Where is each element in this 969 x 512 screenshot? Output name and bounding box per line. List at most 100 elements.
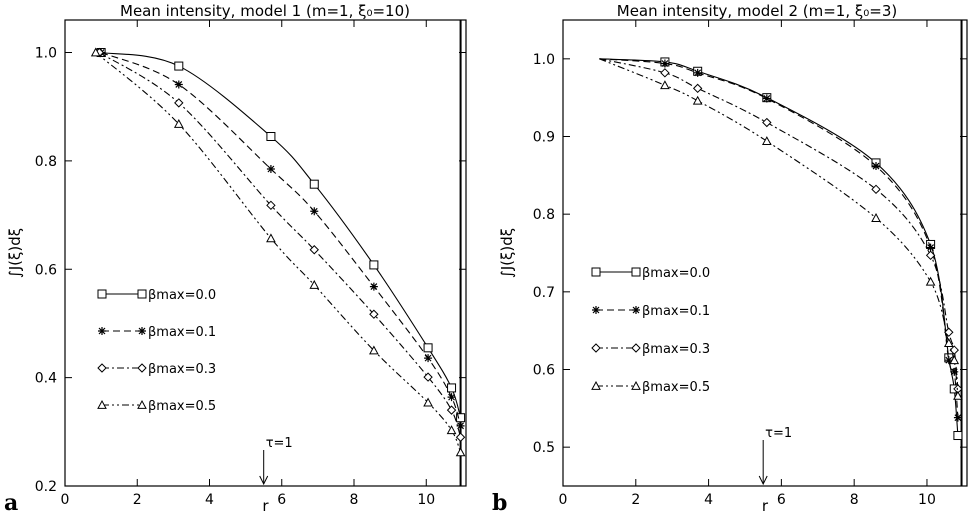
series-2 bbox=[599, 58, 963, 394]
data-point bbox=[660, 68, 670, 78]
x-axis-label: r bbox=[262, 497, 269, 512]
legend-label: βmax=0.0 bbox=[642, 266, 710, 281]
panel-label: a bbox=[4, 490, 18, 512]
data-point bbox=[309, 245, 319, 255]
x-tick-label: 8 bbox=[350, 492, 359, 508]
plot-frame bbox=[562, 19, 968, 487]
x-tick-label: 2 bbox=[631, 492, 640, 508]
series-line bbox=[599, 58, 959, 389]
x-tick-label: 10 bbox=[918, 492, 936, 508]
legend-marker-start bbox=[97, 363, 107, 373]
x-tick-label: 4 bbox=[704, 492, 713, 508]
plot-frame bbox=[64, 19, 467, 487]
x-tick-label: 0 bbox=[559, 492, 568, 508]
legend-marker-start bbox=[591, 267, 601, 277]
data-point bbox=[456, 413, 466, 423]
data-point bbox=[174, 98, 184, 108]
legend-entry-3: βmax=0.5 bbox=[97, 399, 216, 414]
chart-panel-a: Mean intensity, model 1 (m=1, ξ₀=10) 0 2 4 6… bbox=[4, 2, 467, 512]
data-point bbox=[944, 356, 953, 365]
y-tick-label: 0.2 bbox=[35, 479, 57, 495]
data-point bbox=[309, 279, 320, 289]
legend-entry-2: βmax=0.3 bbox=[97, 362, 216, 377]
data-point bbox=[369, 309, 379, 319]
legend-marker-end bbox=[137, 289, 147, 299]
data-point bbox=[949, 355, 960, 365]
legend-entry-3: βmax=0.5 bbox=[591, 380, 710, 395]
legend-label: βmax=0.5 bbox=[148, 399, 216, 414]
legend-entry-1: βmax=0.1 bbox=[98, 325, 216, 340]
x-tick-label: 4 bbox=[205, 492, 214, 508]
legend-entry-1: βmax=0.1 bbox=[592, 304, 710, 319]
y-axis-label: ∫J(ξ)dξ bbox=[498, 228, 516, 278]
data-point bbox=[660, 59, 669, 68]
y-tick-label: 0.4 bbox=[35, 371, 57, 387]
data-point bbox=[423, 372, 433, 382]
data-point bbox=[446, 425, 457, 435]
data-point bbox=[660, 80, 670, 90]
data-point bbox=[369, 345, 379, 355]
chart-title: Mean intensity, model 2 (m=1, ξ₀=3) bbox=[617, 2, 897, 20]
legend-marker-start bbox=[98, 327, 106, 335]
y-tick-label: 0.9 bbox=[533, 130, 555, 146]
legend-label: βmax=0.3 bbox=[642, 342, 710, 357]
y-tick-label: 0.7 bbox=[533, 285, 555, 301]
legend-label: βmax=0.3 bbox=[148, 362, 216, 377]
data-point bbox=[871, 212, 881, 222]
data-point bbox=[953, 431, 963, 441]
data-point bbox=[423, 343, 433, 353]
y-tick-label: 1.0 bbox=[533, 52, 555, 68]
data-point bbox=[447, 393, 456, 402]
x-tick-label: 8 bbox=[850, 492, 859, 508]
data-point bbox=[424, 354, 433, 363]
data-point bbox=[447, 383, 457, 393]
legend-label: βmax=0.0 bbox=[148, 288, 216, 303]
data-point bbox=[950, 367, 959, 376]
legend-marker-start bbox=[591, 380, 601, 390]
data-point bbox=[266, 233, 276, 243]
data-point bbox=[310, 207, 319, 216]
legend-marker-end bbox=[632, 306, 640, 314]
x-tick-label: 6 bbox=[777, 492, 786, 508]
data-point bbox=[266, 132, 276, 141]
legend-label: βmax=0.5 bbox=[642, 380, 710, 395]
legend-marker-start bbox=[97, 289, 107, 299]
data-point bbox=[455, 447, 466, 457]
legend-entry-2: βmax=0.3 bbox=[591, 342, 710, 357]
data-point bbox=[762, 117, 772, 128]
chart-title: Mean intensity, model 1 (m=1, ξ₀=10) bbox=[120, 2, 410, 20]
data-point bbox=[953, 390, 963, 400]
data-point bbox=[369, 260, 379, 270]
legend-marker-end bbox=[137, 363, 147, 373]
data-point bbox=[174, 61, 184, 71]
legend-marker-end bbox=[138, 327, 146, 335]
legend-marker-end bbox=[631, 267, 641, 277]
data-point bbox=[692, 95, 703, 105]
legend-marker-start bbox=[591, 343, 601, 353]
data-point bbox=[174, 80, 183, 89]
tau-annotation-label: τ=1 bbox=[765, 426, 792, 441]
chart-panel-b: Mean intensity, model 2 (m=1, ξ₀=3) 0 2 4 6 8… bbox=[492, 2, 968, 512]
series-line bbox=[599, 58, 959, 418]
data-point bbox=[309, 179, 319, 189]
tau-arrow-head bbox=[259, 475, 269, 486]
y-tick-label: 1.0 bbox=[35, 46, 57, 62]
x-tick-label: 2 bbox=[133, 492, 142, 508]
y-axis-label: ∫J(ξ)dξ bbox=[6, 228, 24, 278]
legend-marker-start bbox=[97, 399, 107, 409]
data-point bbox=[762, 94, 771, 103]
tau-arrow-head bbox=[758, 475, 768, 486]
y-tick-label: 0.6 bbox=[533, 363, 555, 379]
y-tick-label: 0.8 bbox=[35, 154, 57, 170]
data-point bbox=[925, 276, 936, 286]
data-point bbox=[369, 282, 378, 291]
data-point bbox=[455, 432, 466, 442]
data-point bbox=[90, 47, 101, 57]
y-tick-label: 0.6 bbox=[35, 262, 57, 278]
data-point bbox=[761, 136, 772, 146]
data-point bbox=[266, 165, 275, 174]
data-point bbox=[693, 68, 702, 77]
data-point bbox=[953, 413, 962, 422]
data-point bbox=[692, 83, 703, 94]
series-line bbox=[93, 48, 462, 438]
